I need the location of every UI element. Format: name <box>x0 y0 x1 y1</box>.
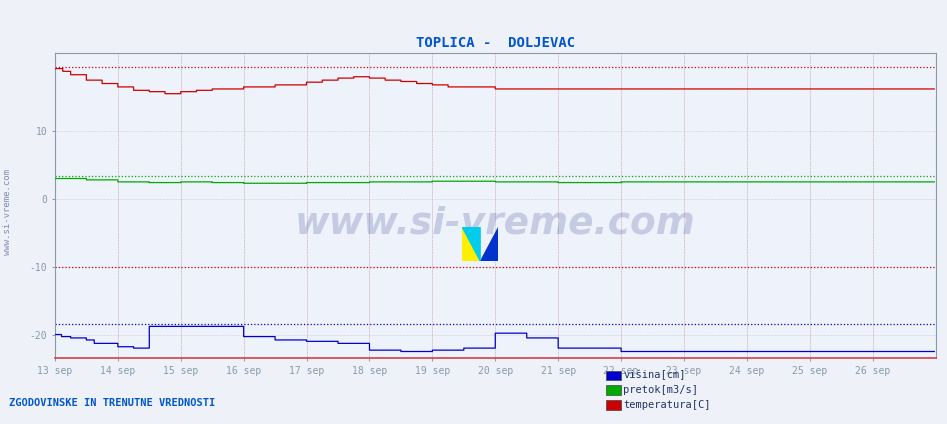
Polygon shape <box>480 227 498 261</box>
Text: višina[cm]: višina[cm] <box>623 370 686 380</box>
Polygon shape <box>462 227 480 261</box>
Text: pretok[m3/s]: pretok[m3/s] <box>623 385 698 395</box>
Title: TOPLICA -  DOLJEVAC: TOPLICA - DOLJEVAC <box>416 36 575 50</box>
Text: ZGODOVINSKE IN TRENUTNE VREDNOSTI: ZGODOVINSKE IN TRENUTNE VREDNOSTI <box>9 398 216 408</box>
Text: www.si-vreme.com: www.si-vreme.com <box>295 206 696 242</box>
Text: temperatura[C]: temperatura[C] <box>623 400 710 410</box>
Polygon shape <box>462 227 480 261</box>
Text: www.si-vreme.com: www.si-vreme.com <box>3 169 12 255</box>
